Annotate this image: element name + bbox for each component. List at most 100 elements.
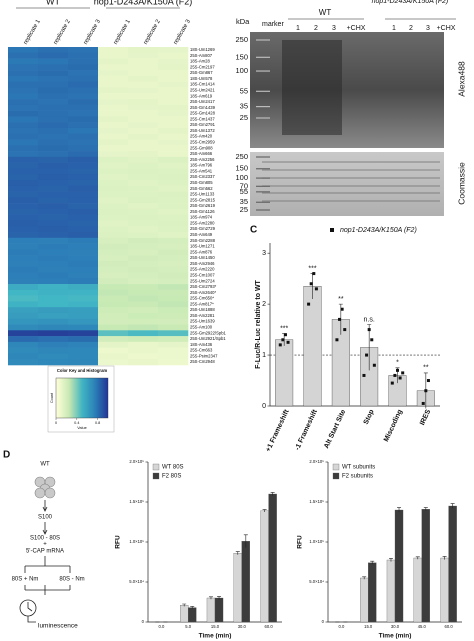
heatmap-cell [8,226,39,233]
heatmap-cell [8,145,39,152]
heatmap-cell [38,87,69,94]
heatmap-cell [158,307,189,314]
heatmap-cell [158,168,189,175]
heatmap-cell [128,359,159,366]
row-label: 25S-Cm2337 [190,174,215,179]
ladder-label: 250 [235,152,248,161]
heatmap-cell [158,232,189,239]
data-point [281,338,285,342]
data-point [309,282,313,286]
gel-top-image [250,32,444,148]
gel-label: Alexa488 [456,61,466,97]
column-label: replicate 3 [173,18,192,46]
heatmap-cell [68,162,99,169]
data-point [314,287,318,291]
heatmap-cell [68,284,99,291]
heatmap-cell [128,312,159,320]
group-label: WT [46,0,60,6]
error-bar [367,324,372,371]
heatmap-cell [8,185,39,192]
heatmap-cell [38,220,69,227]
heatmap-cell [158,162,189,169]
heatmap-cell [68,336,99,343]
heatmap-cell [68,203,99,210]
y-tick-label: 1.0×10⁵ [129,539,144,544]
heatmap-cell [68,156,99,163]
ladder-label: 55 [240,86,248,95]
heatmap-cell [8,255,39,262]
data-point [340,307,344,311]
heatmap-cell [98,353,129,360]
y-axis-label: RFU [115,535,122,549]
heatmap-cell [68,197,99,204]
heatmap-cell [128,214,159,221]
heatmap-cell [68,99,99,106]
heatmap-cell [68,52,99,59]
heatmap-cell [8,220,39,227]
heatmap-cell [98,260,129,268]
heatmap-cell [128,52,159,59]
significance: n.s. [364,316,375,323]
heatmap-cell [38,47,69,54]
heatmap-cell [98,208,129,215]
heatmap-cell [68,278,99,285]
x-tick-label: 60.0 [445,624,454,629]
row-label: 25S-Am100 [190,325,213,330]
heatmap-cell [68,260,99,268]
row-label: 25S-Gm2288 [190,238,216,243]
lane-label: 2 [314,25,318,32]
heatmap-cell [128,203,159,210]
legend-label: nop1-D243A/K150A (F2) [340,227,417,234]
lane-label: 1 [296,25,300,32]
heatmap-cell [68,93,99,100]
diagram-text: 5'-CAP mRNA [26,549,64,555]
data-point [396,368,399,372]
error-bar [450,503,455,509]
color-key-xlabel: Value [77,426,86,430]
error-bar [208,596,213,600]
heatmap-cell [158,70,189,77]
row-label: 18S-Am619 [190,93,213,98]
heatmap-cell [8,330,39,337]
bar [233,553,242,623]
heatmap-cell [128,139,159,146]
heatmap-cell [158,249,189,256]
heatmap-cell [158,324,189,331]
bar [241,541,250,623]
heatmap-cell [128,295,159,302]
heatmap-cell [8,174,39,181]
heatmap-cell [68,122,99,129]
heatmap-cell [38,179,69,187]
heatmap-cell [38,284,69,291]
row-label: 25S-Cm2793* [190,284,217,289]
heatmap-cell [68,127,99,135]
heatmap-cell [158,75,189,82]
heatmap-cell [68,179,99,187]
ladder-label: 150 [235,52,248,61]
heatmap-cell [98,185,129,192]
heatmap-cell [8,127,39,135]
heatmap-cell [38,255,69,262]
heatmap-cell [8,179,39,187]
heatmap-cell [68,301,99,308]
heatmap-cell [128,122,159,129]
heatmap-cell [98,278,129,285]
heatmap-cell [128,249,159,256]
heatmap-cell [158,318,189,325]
significance: *** [308,265,316,272]
data-point [426,379,430,383]
heatmap-cell [128,232,159,239]
heatmap-cell [128,237,159,244]
heatmap-cell [158,87,189,94]
data-point [312,272,316,276]
heatmap-cell [158,145,189,152]
y-tick-label: 0 [262,403,266,410]
heatmap-cell [158,122,189,129]
y-tick-label: 0 [322,619,325,624]
heatmap-cell [38,110,69,117]
legend-swatch [332,472,340,480]
heatmap-cell [68,220,99,227]
heatmap-cell [8,47,39,54]
row-label: 25S-Gm1439 [190,105,216,110]
